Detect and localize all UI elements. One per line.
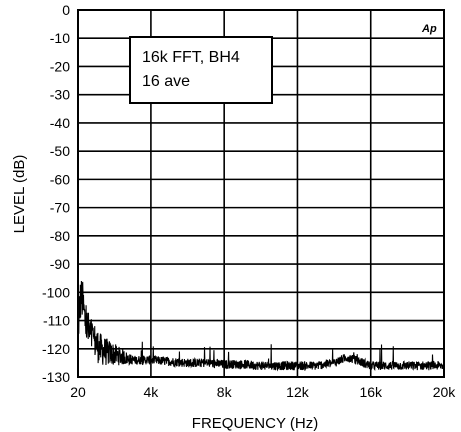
y-tick-label-8: -80 xyxy=(50,228,70,244)
y-tick-label-5: -50 xyxy=(50,143,70,159)
x-tick-label-3: 12k xyxy=(286,384,310,400)
annotation-box: 16k FFT, BH4 16 ave xyxy=(129,36,273,104)
y-tick-label-7: -70 xyxy=(50,200,70,216)
y-tick-label-1: -10 xyxy=(50,30,70,46)
y-tick-label-3: -30 xyxy=(50,87,70,103)
annotation-line-2: 16 ave xyxy=(142,73,190,90)
trace-layer xyxy=(77,281,445,372)
y-axis-title: LEVEL (dB) xyxy=(11,155,28,234)
x-tick-label-5: 20k xyxy=(433,384,457,400)
y-tick-label-10: -100 xyxy=(42,284,70,300)
y-tick-label-6: -60 xyxy=(50,171,70,187)
ap-logo-text: Ap xyxy=(421,23,437,35)
x-tick-labels: 20 4k 8k 12k 16k 20k xyxy=(70,384,456,400)
x-tick-label-1: 4k xyxy=(144,384,160,400)
y-tick-label-12: -120 xyxy=(42,341,70,357)
annotation-line-1: 16k FFT, BH4 xyxy=(142,49,240,66)
y-tick-label-0: 0 xyxy=(62,2,70,18)
x-axis-title: FREQUENCY (Hz) xyxy=(192,415,318,432)
x-tick-label-0: 20 xyxy=(70,384,86,400)
plot-frame xyxy=(77,9,445,378)
y-tick-label-13: -130 xyxy=(42,369,70,385)
plot-border xyxy=(77,9,445,378)
y-tick-label-2: -20 xyxy=(50,58,70,74)
y-tick-label-11: -110 xyxy=(43,313,70,329)
y-tick-label-9: -90 xyxy=(50,256,70,272)
ap-logo: Ap xyxy=(421,23,437,35)
x-tick-label-2: 8k xyxy=(217,384,233,400)
x-tick-label-4: 16k xyxy=(359,384,383,400)
series-trace xyxy=(77,281,445,372)
y-tick-labels: 0 -10 -20 -30 -40 -50 -60 -70 -80 -90 -100 -110 -120… xyxy=(42,2,70,385)
y-tick-label-4: -40 xyxy=(50,115,70,131)
